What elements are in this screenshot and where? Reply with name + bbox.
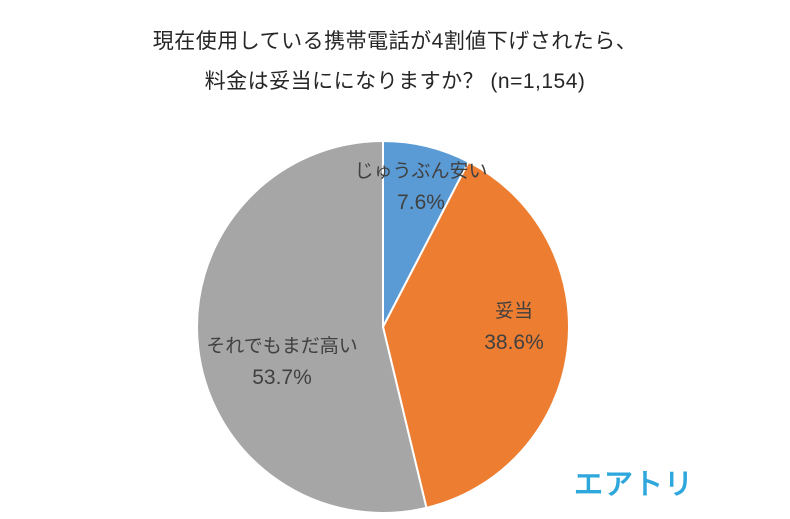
slice-name: それでもまだ高い: [206, 336, 358, 357]
chart-title: 現在使用している携帯電話が4割値下げされたら、 料金は妥当にになりますか？ (n…: [0, 22, 790, 102]
slice-label-sufficiently-cheap: じゅうぶん安い 7.6%: [354, 157, 487, 219]
slice-name: 妥当: [494, 301, 534, 322]
slice-name: じゅうぶん安い: [354, 161, 488, 182]
slice-percent: 7.6%: [397, 191, 445, 214]
pie-slice-1: [381, 160, 570, 510]
pie-slice-2: [196, 139, 428, 514]
airtrip-logo: エアトリ: [573, 469, 694, 501]
chart-title-line2: 料金は妥当にになりますか？ (n=1,154): [204, 70, 586, 93]
slice-percent: 53.7%: [252, 366, 312, 389]
chart-title-line1: 現在使用している携帯電話が4割値下げされたら、: [152, 30, 638, 53]
slice-label-still-expensive: それでもまだ高い 53.7%: [206, 332, 357, 394]
slice-label-reasonable: 妥当 38.6%: [484, 297, 544, 359]
slice-percent: 38.6%: [484, 331, 544, 354]
